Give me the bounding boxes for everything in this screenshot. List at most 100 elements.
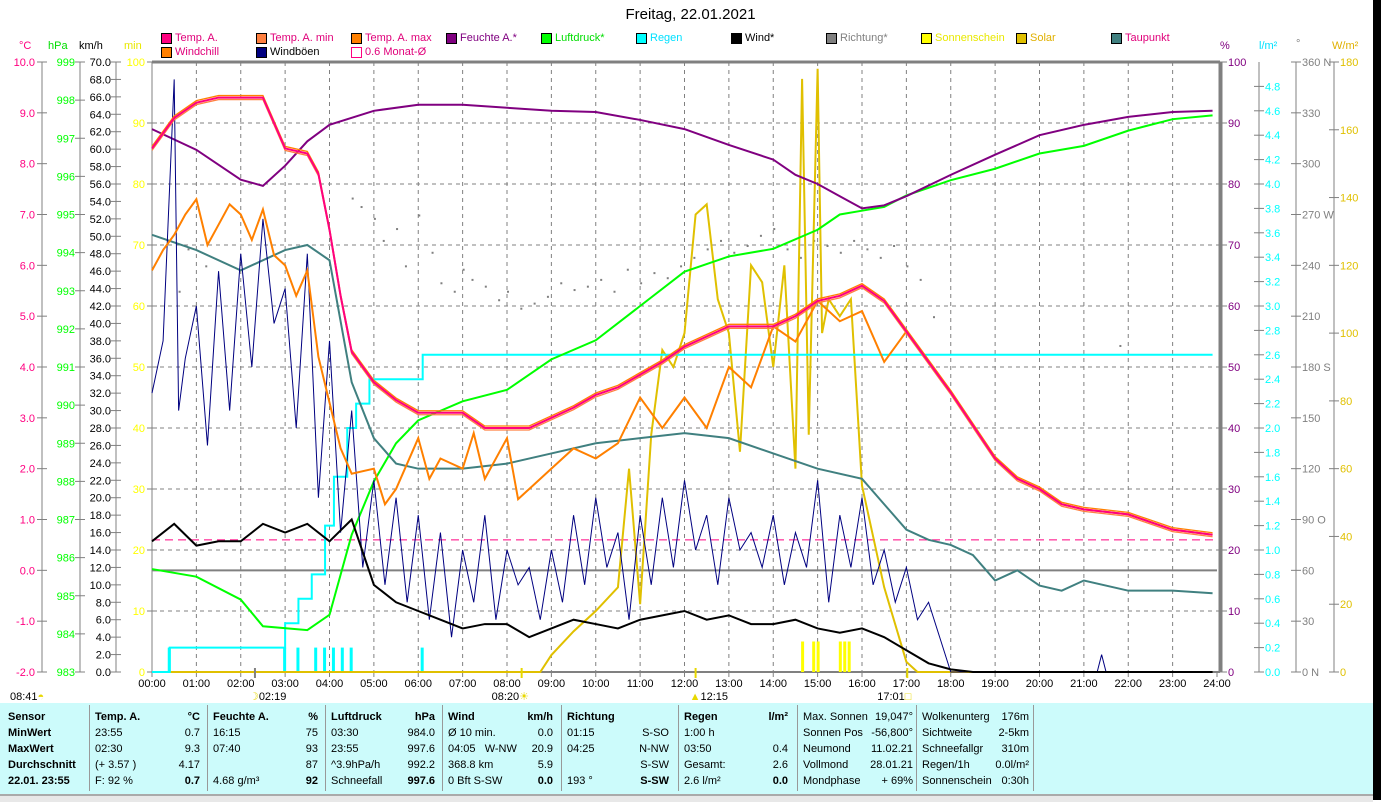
direction-dot — [396, 228, 399, 231]
cell-label: 1:00 h — [684, 727, 715, 739]
solar-axis-tick-label: 140 — [1340, 193, 1358, 205]
legend-item: Richtung* — [826, 32, 888, 44]
column-separator — [678, 705, 679, 791]
cell-label: 0 Bft S-SW — [448, 775, 503, 787]
direction-axis-tick-label: 240 — [1302, 260, 1320, 272]
column-unit: hPa — [414, 711, 435, 723]
temp-axis-tick-label: 2.0 — [20, 464, 35, 476]
wind-axis-tick-label: 60.0 — [90, 144, 111, 156]
humidity-axis-tick-label: 20 — [1228, 545, 1240, 557]
minutes-axis-unit: min — [124, 40, 142, 52]
luftdruck-row: 23:55 997.6 — [331, 741, 435, 757]
cell-label: Schneefallgr — [922, 743, 984, 755]
rain-axis-tick-label: 2.8 — [1265, 325, 1280, 337]
legend-swatch — [161, 46, 172, 58]
humidity-axis-tick-label: 30 — [1228, 484, 1240, 496]
direction-dot — [205, 265, 208, 268]
minutes-axis-tick-label: 50 — [133, 362, 145, 374]
wind-axis-tick-label: 66.0 — [90, 92, 111, 104]
sensor-row-label: Sensor — [8, 709, 88, 725]
humidity-axis-tick-label: 60 — [1228, 301, 1240, 313]
cell-value: 984.0 — [407, 727, 435, 739]
direction-axis-tick-label: 210 — [1302, 311, 1320, 323]
rain-axis-tick-label: 0.2 — [1265, 643, 1280, 655]
direction-dot — [839, 251, 842, 254]
cell-label: Schneefall — [331, 775, 383, 787]
cell-value: 0.7 — [184, 727, 200, 739]
pressure-axis-tick-label: 986 — [57, 553, 75, 565]
wind-axis-tick-label: 0.0 — [96, 667, 111, 679]
temp-row: F: 92 % 0.7 — [95, 773, 200, 789]
cell-label: 04:05 W-NW — [448, 743, 517, 755]
wind-axis-tick-label: 62.0 — [90, 127, 111, 139]
temp-axis-tick-label: 7.0 — [20, 210, 35, 222]
temp-axis-unit: °C — [19, 40, 32, 52]
pressure-axis-tick-label: 994 — [57, 248, 75, 260]
astro-row: Mondphase + 69% — [803, 773, 913, 789]
direction-dot — [471, 278, 474, 281]
astro-marker: ▲12:15 — [690, 692, 728, 703]
wind-axis-tick-label: 38.0 — [90, 336, 111, 348]
pressure-axis-tick-label: 984 — [57, 629, 75, 641]
wind-axis-tick-label: 12.0 — [90, 562, 111, 574]
direction-dot — [351, 197, 354, 200]
cell-value: 0.0 — [537, 775, 553, 787]
direction-dot — [626, 268, 629, 271]
wind-axis-tick-label: 50.0 — [90, 231, 111, 243]
cell-value: 0.0 — [772, 775, 788, 787]
legend-swatch — [161, 32, 172, 44]
temp-row: 23:55 0.7 — [95, 725, 200, 741]
astro-row: Max. Sonnen 19,047° — [803, 709, 913, 725]
astro-row: Sonnen Pos -56,800° — [803, 725, 913, 741]
minutes-axis-tick-label: 30 — [133, 484, 145, 496]
feuchte-header: Feuchte A.% — [213, 709, 318, 725]
legend-label: Windchill — [175, 46, 220, 58]
pressure-axis-tick-label: 999 — [57, 57, 75, 69]
sensor-row-label: MaxWert — [8, 741, 88, 757]
astro-time: 12:15 — [700, 691, 729, 703]
legend-label: Windböen — [270, 46, 320, 58]
pressure-axis-tick-label: 983 — [57, 667, 75, 679]
cell-value: 992.2 — [407, 759, 435, 771]
minutes-axis-tick-label: 0 — [139, 667, 145, 679]
x-tick-label: 03:00 — [271, 678, 299, 690]
temp-axis-tick-label: 8.0 — [20, 159, 35, 171]
regen-header: Regen l/m² — [684, 709, 788, 725]
rain-bar — [323, 647, 327, 672]
legend-item: Luftdruck* — [541, 32, 605, 44]
column-separator — [797, 705, 798, 791]
rain-bar — [314, 647, 318, 672]
solar-axis-tick-label: 60 — [1340, 464, 1352, 476]
cell-label: 2.6 l/m² — [684, 775, 721, 787]
astro-row: Vollmond 28.01.21 — [803, 757, 913, 773]
pressure-axis-tick-label: 988 — [57, 476, 75, 488]
rain-axis-tick-label: 4.6 — [1265, 106, 1280, 118]
luftdruck-column: Luftdruck hPa 03:30 984.0 23:55 997.6 ^3.9hPa/… — [331, 709, 435, 789]
cell-value: 310m — [1001, 743, 1029, 755]
direction-dot — [613, 290, 616, 293]
column-separator — [1033, 705, 1034, 791]
direction-dot — [746, 245, 749, 247]
solar-axis-tick-label: 20 — [1340, 599, 1352, 611]
window-edge — [1373, 0, 1381, 800]
legend-swatch — [731, 32, 742, 44]
pressure-axis-tick-label: 989 — [57, 438, 75, 450]
pressure-axis-unit: hPa — [48, 40, 68, 52]
humidity-axis-tick-label: 100 — [1228, 57, 1246, 69]
astro-marker: ☽02:19 — [249, 692, 286, 703]
regen-row: Gesamt: 2.6 — [684, 757, 788, 773]
wind-axis-tick-label: 22.0 — [90, 475, 111, 487]
wind-axis-tick-label: 20.0 — [90, 493, 111, 505]
minutes-axis-tick-label: 10 — [133, 606, 145, 618]
legend-swatch — [256, 32, 267, 44]
pressure-axis-tick-label: 997 — [57, 133, 75, 145]
cell-label: 16:15 — [213, 727, 241, 739]
cell-value: 0.7 — [184, 775, 200, 787]
minutes-axis-tick-label: 100 — [127, 57, 145, 69]
column-title: Regen — [684, 711, 718, 723]
column-separator — [325, 705, 326, 791]
cell-value: S-SW — [640, 759, 669, 771]
legend-swatch — [636, 32, 647, 44]
x-tick-label: 09:00 — [538, 678, 566, 690]
statistics-panel: Sensor MinWert MaxWert Durchschnitt 22.01. 2… — [0, 703, 1373, 802]
